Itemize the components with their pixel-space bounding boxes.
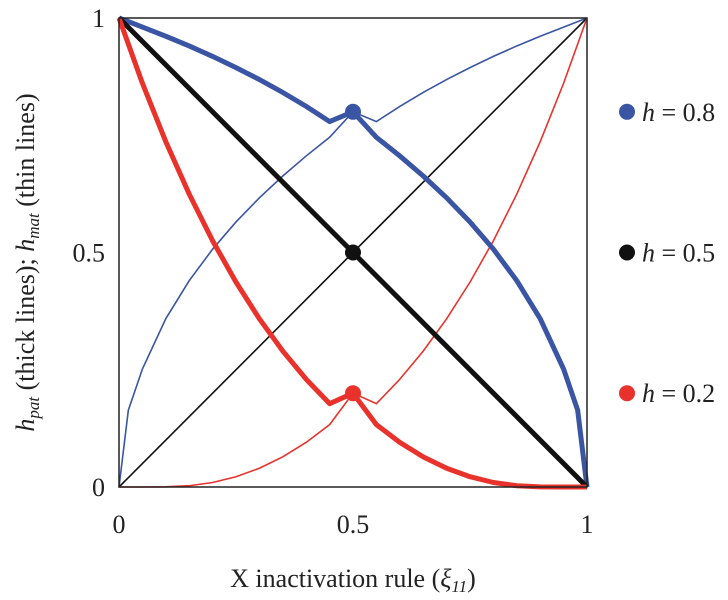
x-axis-label: X inactivation rule (ξ11) — [230, 564, 476, 596]
legend-value: = 0.8 — [655, 98, 715, 127]
legend-symbol: h — [642, 379, 655, 408]
legend-marker-h-05 — [619, 244, 635, 261]
y-axis-label-thick-text: (thick lines); — [11, 252, 40, 397]
y-tick-label: 1 — [92, 4, 105, 33]
legend-value: = 0.5 — [655, 239, 715, 268]
y-axis-label-thin-sub: mat — [24, 212, 43, 239]
legend: h = 0.8h = 0.5h = 0.2 — [619, 98, 715, 408]
plot-frame — [118, 17, 588, 488]
x-axis-label-text: X inactivation rule ( — [230, 564, 440, 593]
y-axis-label-thick-symbol: h — [11, 419, 40, 432]
x-axis-label-close: ) — [467, 564, 476, 593]
y-axis-label-thick-sub: pat — [24, 396, 43, 420]
x-tick-label: 0.5 — [337, 510, 370, 539]
legend-symbol: h — [642, 98, 655, 127]
legend-value: = 0.2 — [655, 379, 715, 408]
midpoint-marker-h-08 — [345, 103, 361, 120]
y-axis-label: hpat (thick lines); hmat (thin lines) — [11, 93, 43, 431]
legend-label-h-05: h = 0.5 — [642, 239, 715, 268]
legend-symbol: h — [642, 239, 655, 268]
thick-line-h-08 — [118, 15, 590, 488]
thin-line-h-08 — [118, 17, 588, 488]
y-axis-label-thin-symbol: h — [11, 239, 40, 252]
legend-label-h-08: h = 0.8 — [642, 98, 715, 127]
y-axis-label-thin-text: (thin lines) — [11, 93, 40, 213]
legend-marker-h-08 — [619, 103, 635, 120]
legend-label-h-02: h = 0.2 — [642, 379, 715, 408]
tick-labels: 0 0.5 1 0 0.5 1 — [73, 4, 594, 539]
y-tick-label: 0 — [92, 473, 105, 502]
x-axis-label-subscript: 11 — [451, 577, 467, 596]
x-axis-label-symbol: ξ — [440, 564, 452, 593]
legend-marker-h-02 — [619, 385, 635, 402]
x-tick-label: 0 — [113, 510, 126, 539]
curves-layer — [116, 15, 590, 490]
midpoint-marker-h-05 — [345, 244, 361, 261]
midpoint-marker-h-02 — [345, 385, 361, 402]
x-tick-label: 1 — [581, 510, 594, 539]
y-tick-label: 0.5 — [73, 239, 106, 268]
